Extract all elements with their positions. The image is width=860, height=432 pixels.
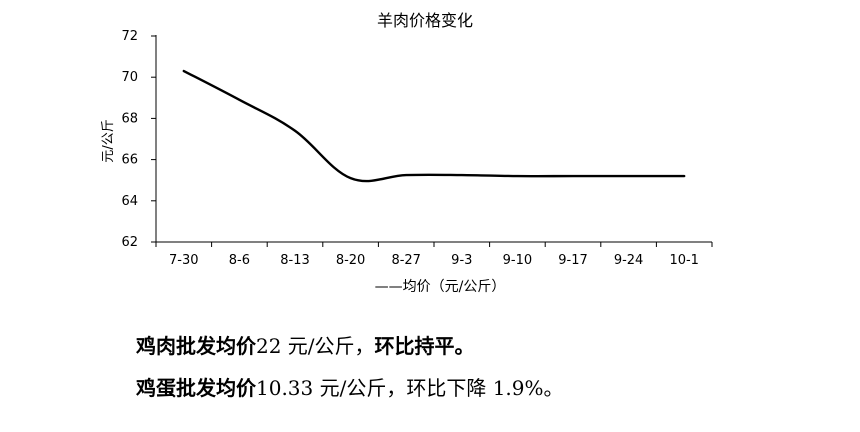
y-tick-label: 70 <box>121 70 138 85</box>
x-tick-label: 7-30 <box>169 253 199 268</box>
chart-title: 羊肉价格变化 <box>377 11 473 30</box>
egg-label: 鸡蛋批发均价 <box>136 376 256 400</box>
x-tick-label: 8-13 <box>280 253 310 268</box>
x-tick-label: 8-6 <box>229 253 250 268</box>
egg-price-line: 鸡蛋批发均价10.33 元/公斤，环比下降 1.9%。 <box>136 372 564 401</box>
x-tick-label: 9-17 <box>558 253 588 268</box>
price-line-chart: 羊肉价格变化 元/公斤 62 64 66 68 70 72 7-30 8-6 8-13 8-20… <box>101 11 713 295</box>
y-axis-label: 元/公斤 <box>101 119 116 162</box>
legend-entry: ——均价（元/公斤） <box>375 279 506 295</box>
egg-value: 10.33 元/公斤，环比下降 1.9%。 <box>256 376 564 400</box>
series-points <box>184 71 684 178</box>
x-tick-label: 9-10 <box>503 253 533 268</box>
series-line-avg-price <box>182 69 686 183</box>
x-tick-label: 9-24 <box>614 253 644 268</box>
x-tick-label: 9-3 <box>451 253 472 268</box>
chicken-price-line: 鸡肉批发均价22 元/公斤，环比持平。 <box>136 330 475 359</box>
x-tick-label: 10-1 <box>669 253 699 268</box>
chicken-label: 鸡肉批发均价 <box>136 334 256 358</box>
x-tick-label: 8-27 <box>391 253 421 268</box>
y-axis-ticks: 62 64 66 68 70 72 <box>121 29 156 250</box>
y-tick-label: 72 <box>121 29 138 44</box>
y-tick-label: 66 <box>121 153 138 168</box>
x-axis-ticks: 7-30 8-6 8-13 8-20 8-27 9-3 9-10 9-17 9-24 10-1 <box>155 242 713 268</box>
y-tick-label: 68 <box>121 111 138 126</box>
chicken-change: 环比持平。 <box>374 334 475 358</box>
chicken-value: 22 元/公斤， <box>256 334 375 358</box>
x-tick-label: 8-20 <box>336 253 366 268</box>
y-tick-label: 62 <box>121 235 138 250</box>
y-tick-label: 64 <box>121 194 138 209</box>
